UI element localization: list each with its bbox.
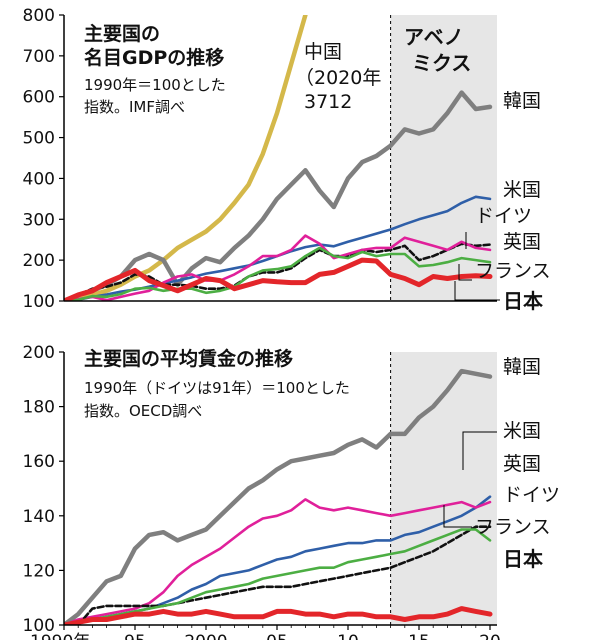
gdp-y-axis-ticks: 100 200 300 400 500 600 700 800: [23, 6, 64, 312]
gdp-ytick-label: 500: [23, 129, 55, 149]
label-leader-line: [443, 505, 472, 528]
wage-note-line-2: 指数。OECD調べ: [84, 402, 202, 420]
wage-xtick-label: 95: [124, 632, 146, 640]
gdp-line-germany: [64, 242, 492, 301]
wage-ytick-label: 100: [23, 616, 55, 636]
wage-xtick-label: 15: [408, 632, 430, 640]
gdp-note-line-2: 指数。IMF調べ: [84, 98, 185, 116]
gdp-label-leaders: [454, 232, 500, 301]
abenomics-label-line-1: アベノ: [404, 25, 464, 49]
abenomics-label-line-2: ミクス: [412, 51, 471, 75]
wage-y-axis-ticks: 100 120 140 160 180 200: [23, 343, 64, 636]
gdp-label-korea: 韓国: [503, 90, 541, 112]
wage-title: 主要国の平均賃金の推移: [84, 347, 293, 370]
wage-label-germany: ドイツ: [503, 484, 560, 506]
gdp-ytick-label: 200: [23, 251, 55, 271]
gdp-panel: 100 200 300 400 500 600 700 800 主要国の 名目GDPの推移 1…: [23, 6, 551, 313]
wage-label-japan: 日本: [503, 547, 543, 571]
gdp-label-japan: 日本: [503, 289, 543, 313]
label-leader-line: [454, 281, 500, 301]
china-annotation-line-1: 中国: [304, 41, 342, 63]
wage-ytick-label: 120: [23, 561, 55, 581]
gdp-line-france: [64, 246, 492, 301]
gdp-line-uk: [64, 234, 492, 301]
wage-note-line-1: 1990年（ドイツは91年）＝100とした: [84, 379, 350, 397]
china-annotation-line-3: 3712: [304, 91, 352, 113]
gdp-ytick-label: 100: [23, 292, 55, 312]
china-annotation-line-2: （2020年: [295, 67, 381, 89]
gdp-line-japan: [64, 257, 493, 301]
gdp-series-lines: [64, 15, 493, 301]
wage-label-uk: 英国: [503, 453, 541, 475]
wage-xtick-label: 05: [266, 632, 288, 640]
wage-xtick-label: 20: [479, 632, 501, 640]
wage-series-lines: [64, 368, 493, 625]
wage-ytick-label: 200: [23, 343, 55, 363]
wage-ytick-label: 140: [23, 507, 55, 527]
wage-xtick-label: 10: [337, 632, 359, 640]
label-leader-line: [458, 264, 472, 281]
wage-line-germany: [76, 525, 492, 625]
wage-label-france: フランス: [475, 516, 551, 538]
wage-ytick-label: 160: [23, 452, 55, 472]
gdp-label-france: フランス: [475, 260, 551, 282]
wage-xtick-label: 1990年: [30, 632, 90, 640]
wage-line-france: [64, 528, 492, 625]
gdp-ytick-label: 300: [23, 210, 55, 230]
wage-label-us: 米国: [503, 420, 541, 442]
wage-xtick-label: 2000: [184, 632, 227, 640]
gdp-label-us: 米国: [503, 179, 541, 201]
wage-panel: 100 120 140 160 180 200 1990年 95 2000 05 10 15 20 主…: [23, 343, 560, 640]
wage-label-leaders: [443, 431, 497, 528]
gdp-title-line-2: 名目GDPの推移: [84, 46, 224, 69]
gdp-ytick-label: 800: [23, 6, 55, 26]
gdp-label-uk: 英国: [503, 231, 541, 253]
gdp-abenomics-band: [390, 15, 497, 301]
wage-x-axis-ticks: 1990年 95 2000 05 10 15 20: [30, 625, 501, 640]
wage-ytick-label: 180: [23, 398, 55, 418]
label-leader-line: [462, 431, 497, 470]
gdp-title-line-1: 主要国の: [84, 23, 160, 45]
gdp-ytick-label: 600: [23, 88, 55, 108]
wage-line-korea: [64, 368, 493, 625]
gdp-ytick-label: 700: [23, 47, 55, 67]
gdp-note-line-1: 1990年＝100とした: [84, 76, 226, 94]
wage-line-uk: [64, 498, 492, 625]
wage-line-japan: [64, 606, 493, 625]
gdp-label-germany: ドイツ: [475, 205, 532, 227]
gdp-line-korea: [64, 90, 493, 301]
wage-label-korea: 韓国: [503, 356, 541, 378]
gdp-ytick-label: 400: [23, 169, 55, 189]
gdp-line-china: [64, 15, 308, 301]
